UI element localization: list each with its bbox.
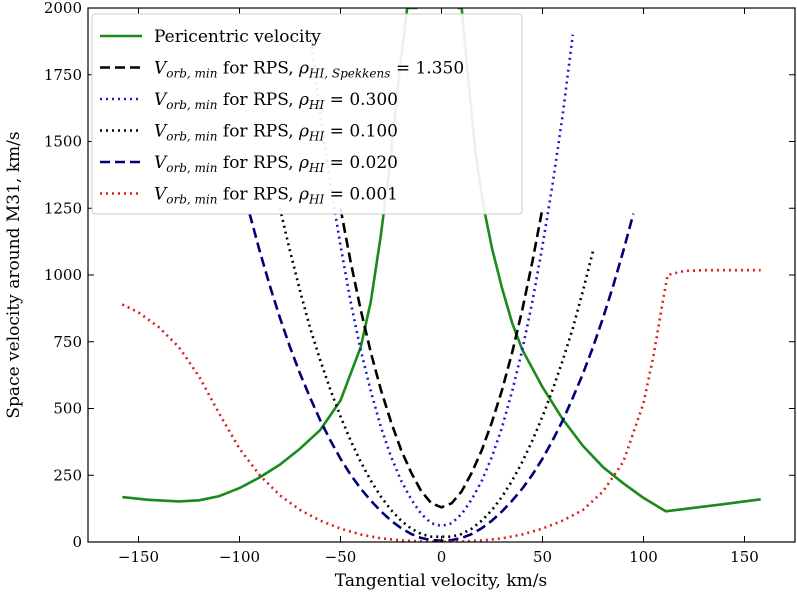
ticks-layer: −150 −100 −50 0 50 100 15002505007501000125015… bbox=[44, 0, 795, 566]
y-tick-label: 1750 bbox=[44, 66, 82, 84]
y-tick-label: 750 bbox=[53, 333, 82, 351]
x-tick-label: 50 bbox=[533, 548, 552, 566]
legend-label-2: Vorb, min for RPS, ρHI = 0.300 bbox=[154, 90, 398, 112]
series-line-4 bbox=[278, 208, 595, 539]
series-line-2 bbox=[339, 208, 544, 509]
series-line-6 bbox=[121, 268, 761, 542]
x-tick-label: −50 bbox=[325, 548, 357, 566]
legend-box bbox=[91, 13, 523, 215]
y-tick-label: 500 bbox=[53, 400, 82, 418]
legend-label-4: Vorb, min for RPS, ρHI = 0.020 bbox=[154, 153, 398, 175]
x-tick-label: −150 bbox=[118, 548, 159, 566]
y-tick-label: 250 bbox=[53, 466, 82, 484]
x-tick-label: 150 bbox=[730, 548, 759, 566]
y-tick-label: 1250 bbox=[44, 199, 82, 217]
legend: Pericentric velocity Vorb, min for RPS, ρ… bbox=[91, 13, 523, 215]
legend-label-3: Vorb, min for RPS, ρHI = 0.100 bbox=[154, 122, 398, 144]
x-tick-label: 0 bbox=[437, 548, 447, 566]
y-tick-label: 1500 bbox=[44, 133, 82, 151]
x-tick-label: −100 bbox=[219, 548, 260, 566]
legend-label-1: Vorb, min for RPS, ρHI, Spekkens = 1.350 bbox=[154, 59, 464, 81]
y-tick-label: 0 bbox=[72, 533, 82, 551]
y-tick-label: 2000 bbox=[44, 0, 82, 17]
x-axis-label: Tangential velocity, km/s bbox=[335, 571, 547, 591]
x-tick-label: 100 bbox=[629, 548, 658, 566]
y-tick-label: 1000 bbox=[44, 266, 82, 284]
legend-label-5: Vorb, min for RPS, ρHI = 0.001 bbox=[154, 185, 398, 207]
legend-label-0: Pericentric velocity bbox=[154, 27, 321, 47]
y-axis-label: Space velocity around M31, km/s bbox=[4, 131, 24, 418]
